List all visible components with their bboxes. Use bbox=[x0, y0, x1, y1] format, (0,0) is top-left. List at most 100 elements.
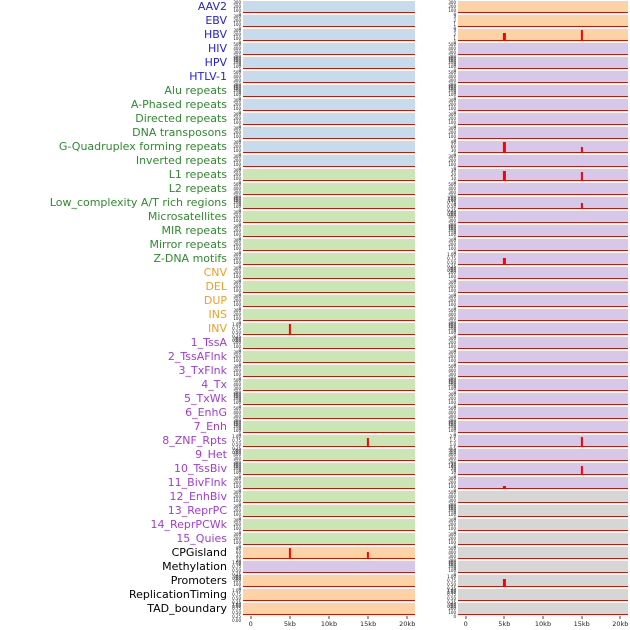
x-axis: 0 5kb 10kb 15kb 20kb 0 5kb 10kb 15kb 20k… bbox=[0, 616, 630, 630]
y-axis-ticks: 500 400 300 200 100 0 bbox=[228, 71, 243, 95]
y-tick-label: 30 bbox=[450, 462, 456, 467]
y-tick-label: 10 bbox=[450, 470, 456, 475]
y-tick-label: 0 bbox=[238, 306, 241, 311]
track-plot bbox=[243, 337, 415, 349]
y-axis-ticks: 300 200 100 0 bbox=[228, 57, 243, 73]
y-tick-label: 0 bbox=[453, 544, 456, 549]
y-tick-label: 300 bbox=[448, 112, 456, 117]
track-label: 15_Quies bbox=[176, 532, 227, 545]
y-tick-label: 100 bbox=[448, 464, 456, 469]
y-tick-label: 100 bbox=[233, 540, 241, 545]
signal-baseline bbox=[458, 249, 628, 251]
y-tick-label: 0 bbox=[238, 320, 241, 325]
track-plot bbox=[243, 561, 415, 573]
y-tick-label: 100 bbox=[233, 288, 241, 293]
y-axis-ticks: 300 200 100 0 bbox=[228, 477, 243, 493]
signal-baseline bbox=[458, 137, 628, 139]
y-tick-label: 100 bbox=[448, 568, 456, 573]
track-label: Mirror repeats bbox=[149, 238, 228, 251]
y-axis-ticks: 500 400 300 200 100 0 bbox=[415, 309, 458, 333]
y-tick-label: 100 bbox=[448, 120, 456, 125]
y-tick-label: 0 bbox=[453, 614, 456, 619]
y-axis-ticks: 300 200 100 0 bbox=[415, 561, 458, 577]
track-row: Inverted repeats 300 200 100 0 300 200 100 0 bbox=[0, 154, 630, 171]
y-tick-label: 0.75 bbox=[447, 200, 456, 205]
y-axis-ticks: 500 400 300 200 100 0 bbox=[228, 449, 243, 473]
track-label: Inverted repeats bbox=[135, 154, 227, 167]
track-plot bbox=[458, 29, 628, 41]
track-row: G-Quadruplex forming repeats 300 200 100 0 90… bbox=[0, 140, 630, 157]
track-label: HBV bbox=[203, 28, 227, 41]
track-plot bbox=[458, 211, 628, 223]
track-plot bbox=[243, 379, 415, 391]
signal-baseline bbox=[243, 305, 415, 307]
y-tick-label: 400 bbox=[233, 410, 241, 415]
y-tick-label: 200 bbox=[233, 82, 241, 87]
signal-baseline bbox=[458, 501, 628, 503]
y-tick-label: 100 bbox=[233, 316, 241, 321]
track-row: INS 300 200 100 0 500 400 300 200 100 0 bbox=[0, 308, 630, 333]
y-tick-label: 100 bbox=[448, 274, 456, 279]
track-plot bbox=[243, 211, 415, 223]
y-tick-label: 0 bbox=[238, 90, 241, 95]
y-tick-label: 200 bbox=[233, 18, 241, 23]
signal-baseline bbox=[458, 123, 628, 125]
y-axis-ticks: 300 200 100 0 bbox=[415, 351, 458, 367]
y-tick-label: 200 bbox=[233, 194, 241, 199]
y-tick-label: 0 bbox=[453, 138, 456, 143]
y-tick-label: 0 bbox=[453, 26, 456, 31]
signal-baseline bbox=[458, 277, 628, 279]
y-tick-label: 100 bbox=[448, 288, 456, 293]
x-tick-mark bbox=[367, 616, 369, 619]
y-tick-label: 200 bbox=[448, 508, 456, 513]
track-plot bbox=[458, 337, 628, 349]
y-tick-label: 100 bbox=[448, 226, 456, 231]
signal-baseline bbox=[243, 347, 415, 349]
y-tick-label: 200 bbox=[448, 4, 456, 9]
track-label: AAV2 bbox=[197, 0, 227, 13]
y-tick-label: 200 bbox=[233, 536, 241, 541]
y-axis-ticks: 300 200 100 0 bbox=[415, 477, 458, 493]
track-label: 9_Het bbox=[195, 448, 227, 461]
signal-peak bbox=[503, 33, 506, 41]
y-tick-label: 200 bbox=[233, 368, 241, 373]
y-tick-label: 3 bbox=[453, 28, 456, 33]
track-plot bbox=[458, 267, 628, 279]
y-axis-ticks: 80 60 40 20 0 bbox=[228, 547, 243, 567]
y-tick-label: 100 bbox=[233, 372, 241, 377]
y-tick-label: 300 bbox=[448, 518, 456, 523]
track-label: 13_ReprPC bbox=[167, 504, 227, 517]
y-axis-ticks: 500 400 300 200 100 0 bbox=[415, 547, 458, 571]
y-tick-label: 300 bbox=[233, 210, 241, 215]
x-tick-label: 10kb bbox=[320, 619, 338, 628]
y-tick-label: 0.50 bbox=[232, 596, 241, 601]
track-label: 3_TxFlnk bbox=[178, 364, 227, 377]
y-axis-ticks: 300 200 100 0 bbox=[228, 309, 243, 325]
y-axis-ticks: 300 200 100 0 bbox=[415, 155, 458, 171]
y-tick-label: 300 bbox=[233, 98, 241, 103]
y-tick-label: 100 bbox=[233, 22, 241, 27]
y-tick-label: 0.50 bbox=[232, 330, 241, 335]
y-tick-label: 300 bbox=[448, 336, 456, 341]
track-row: 2_TssAFlnk 300 200 100 0 300 200 100 0 bbox=[0, 350, 630, 367]
y-axis-ticks: 300 200 100 0 bbox=[415, 420, 458, 437]
track-plot bbox=[243, 99, 415, 111]
y-axis-ticks: 300 200 100 0 bbox=[228, 365, 243, 381]
y-tick-label: 300 bbox=[233, 126, 241, 131]
signal-baseline bbox=[243, 445, 415, 447]
y-tick-label: 0 bbox=[238, 152, 241, 157]
y-tick-label: 300 bbox=[233, 420, 241, 425]
track-plot bbox=[458, 127, 628, 139]
y-tick-label: 0 bbox=[238, 468, 241, 473]
track-plot bbox=[243, 127, 415, 139]
y-tick-label: 1.5 bbox=[449, 438, 456, 443]
signal-baseline bbox=[458, 53, 628, 55]
y-tick-label: 100 bbox=[233, 484, 241, 489]
y-tick-label: 200 bbox=[233, 396, 241, 401]
y-tick-label: 0.50 bbox=[232, 568, 241, 573]
x-tick-label: 15kb bbox=[573, 619, 590, 628]
y-tick-label: 300 bbox=[448, 420, 456, 425]
track-plot bbox=[243, 491, 415, 503]
track-plot bbox=[458, 43, 628, 55]
